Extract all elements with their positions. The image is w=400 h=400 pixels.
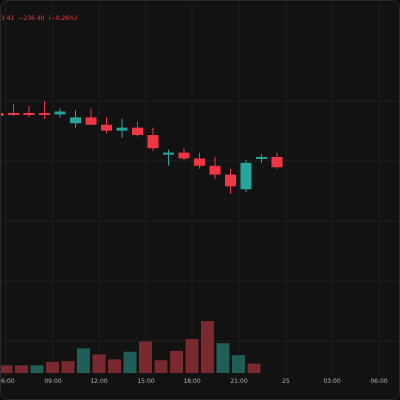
volume-bar xyxy=(139,341,152,373)
candle-body xyxy=(256,157,267,159)
volume-bar xyxy=(15,365,28,373)
time-axis-tick-label: 18:00 xyxy=(183,378,200,385)
time-axis-tick-label: 12:00 xyxy=(90,378,107,385)
volume-bar xyxy=(201,321,214,373)
volume-bar xyxy=(170,350,183,373)
volume-bar xyxy=(30,365,44,373)
volume-bar xyxy=(1,365,13,373)
volume-bar xyxy=(232,355,245,373)
candle-body xyxy=(225,174,236,187)
candle-body xyxy=(271,157,283,168)
time-axis-tick-label: 03:00 xyxy=(323,378,340,385)
time-axis-svg: 06:00 09:00 12:00 15:00 18:00 21:00 25 03:00 06:… xyxy=(1,378,388,385)
time-axis-tick-label: 06:00 xyxy=(370,378,387,385)
volume-bar xyxy=(61,361,75,373)
candle-body xyxy=(240,162,252,190)
volume-bar xyxy=(185,339,199,373)
candle-body xyxy=(1,113,4,116)
candle-body xyxy=(23,113,35,115)
candle-body xyxy=(178,152,190,159)
volume-bar xyxy=(247,363,261,373)
volume-bar xyxy=(154,360,168,373)
legend-change-abs: −236.40 xyxy=(18,15,45,22)
time-axis-tick-label: 21:00 xyxy=(230,378,247,385)
candle-body xyxy=(163,152,174,155)
volume-bar xyxy=(108,359,121,373)
ohlc-legend: 3.41 −236.40 (−0.26%) xyxy=(1,15,77,27)
candle-body xyxy=(209,165,221,175)
volume-bar xyxy=(123,351,137,373)
time-axis-tick-label: 06:00 xyxy=(1,378,15,385)
chart-plot-area[interactable] xyxy=(1,1,400,376)
time-axis[interactable]: 06:00 09:00 12:00 15:00 18:00 21:00 25 03:00 06:… xyxy=(1,373,399,399)
candle-body xyxy=(194,158,205,166)
volume-bar xyxy=(77,348,90,373)
time-axis-tick-label: 25 xyxy=(282,378,290,385)
time-axis-tick-label: 09:00 xyxy=(44,378,61,385)
candle-body xyxy=(116,127,128,131)
legend-change-pct: (−0.26%) xyxy=(48,15,78,22)
candle-body xyxy=(54,111,66,115)
candle-body xyxy=(132,127,143,135)
volume-bar xyxy=(92,354,106,373)
candle-body xyxy=(147,135,159,149)
candle-body xyxy=(8,113,19,115)
volume-bar xyxy=(216,343,230,373)
time-axis-tick-label: 15:00 xyxy=(137,378,154,385)
candle-body xyxy=(85,117,97,125)
candle-body xyxy=(101,124,112,131)
volume-bar xyxy=(46,361,59,373)
candlestick-chart[interactable] xyxy=(1,1,400,376)
legend-close-value: 3.41 xyxy=(1,15,15,22)
candle-body xyxy=(39,113,50,115)
candle-body xyxy=(70,117,81,124)
